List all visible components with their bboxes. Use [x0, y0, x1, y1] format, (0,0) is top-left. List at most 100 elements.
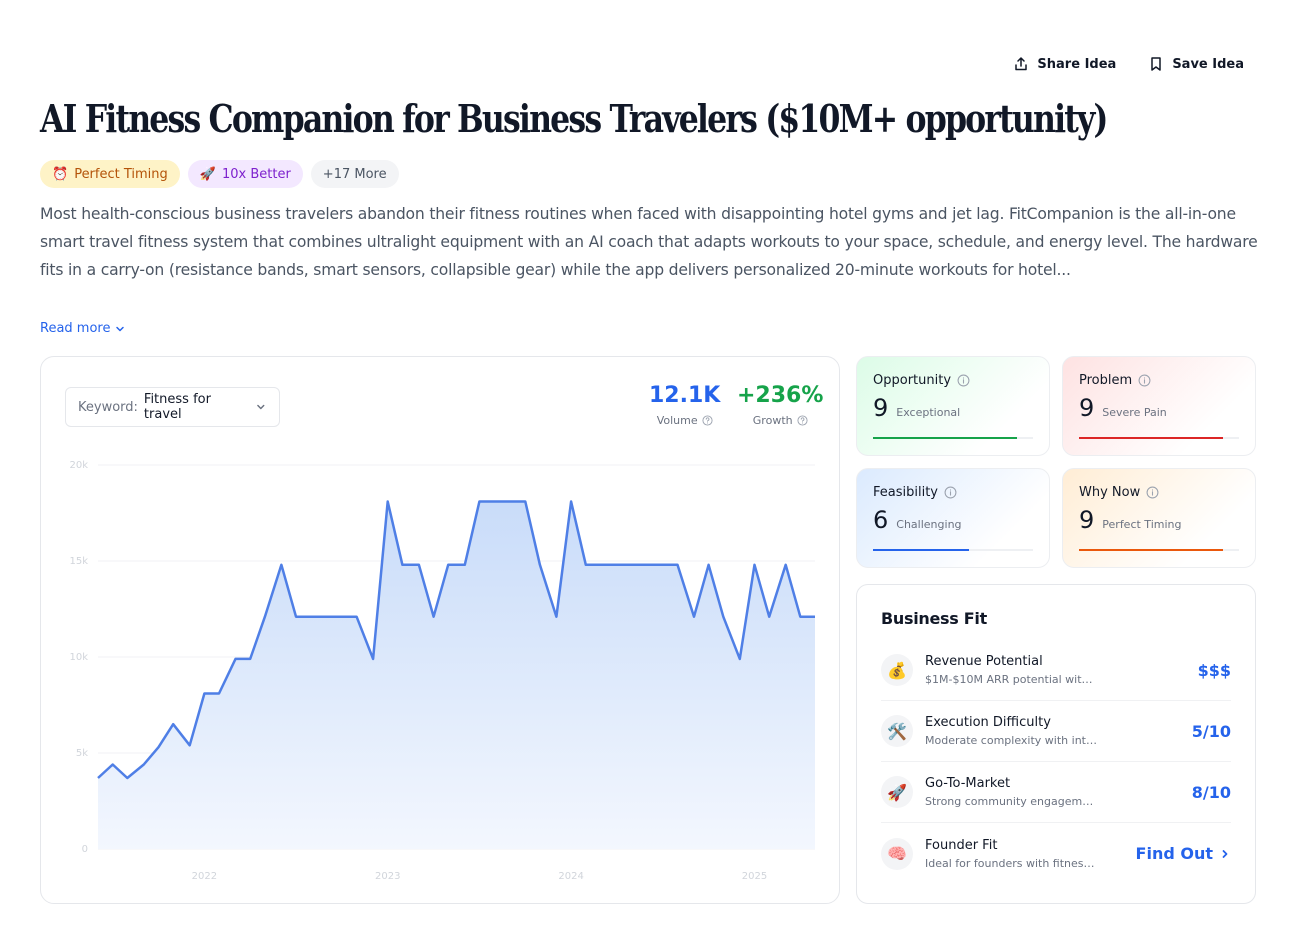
revenue-potential-sub: $1M-$10M ARR potential with premium hard… [925, 673, 1097, 686]
badge-10x-better: 🚀 10x Better [187, 160, 303, 188]
problem-bar [1079, 437, 1239, 439]
feasibility-label-row: Feasibility [873, 485, 1033, 500]
revenue-potential-value: $$$ [1197, 660, 1231, 680]
problem-label-row: Problem [1079, 373, 1239, 388]
info-icon[interactable] [957, 374, 970, 387]
badge-label: 10x Better [221, 166, 291, 182]
help-icon[interactable] [702, 415, 713, 426]
share-icon [1015, 57, 1028, 71]
volume-label: Volume [656, 414, 698, 427]
top-actions: Share Idea Save Idea [1013, 56, 1244, 72]
growth-label-row: Growth [737, 414, 823, 427]
chevron-down-icon [116, 326, 125, 331]
more-badges-button[interactable]: +17 More [310, 160, 399, 188]
revenue-potential-name: Revenue Potential [925, 654, 1043, 669]
keyword-label: Keyword: [78, 399, 138, 415]
badge-perfect-timing: ⏰ Perfect Timing [40, 160, 180, 188]
bookmark-icon [1151, 57, 1162, 71]
problem-card: Problem 9 Severe Pain [1062, 356, 1256, 456]
help-icon[interactable] [797, 415, 808, 426]
go-to-market-name: Go-To-Market [925, 776, 1011, 791]
opportunity-label-row: Opportunity [873, 373, 1033, 388]
idea-description: Most health-conscious business travelers… [40, 205, 1258, 279]
founder-fit-row[interactable]: 🧠 Founder Fit Ideal for founders with fi… [881, 823, 1231, 884]
feasibility-score: 6 [873, 506, 889, 534]
y-tick-label: 15k [69, 556, 88, 567]
x-tick-label: 2022 [192, 871, 217, 882]
opportunity-bar-fill [873, 437, 1017, 439]
rocket-icon: 🚀 [199, 166, 216, 182]
money-bag-icon: 💰 [881, 654, 913, 686]
x-tick-label: 2025 [742, 871, 767, 882]
chevron-down-icon [257, 404, 265, 410]
x-tick-label: 2023 [375, 871, 400, 882]
why-now-bar [1079, 549, 1239, 551]
problem-sub: Severe Pain [1102, 406, 1167, 419]
find-out-label: Find Out [1135, 844, 1213, 863]
problem-score-row: 9 Severe Pain [1079, 394, 1239, 422]
chevron-right-icon [1222, 849, 1228, 858]
execution-difficulty-sub: Moderate complexity with integrated hard… [925, 734, 1097, 747]
share-idea-label: Share Idea [1037, 56, 1117, 72]
execution-difficulty-name: Execution Difficulty [925, 715, 1051, 730]
y-tick-label: 5k [76, 748, 88, 759]
revenue-potential-row[interactable]: 💰 Revenue Potential $1M-$10M ARR potenti… [881, 640, 1231, 701]
feasibility-sub: Challenging [896, 518, 962, 531]
info-icon[interactable] [944, 486, 957, 499]
page-title: AI Fitness Companion for Business Travel… [40, 96, 1108, 141]
volume-label-row: Volume [649, 414, 720, 427]
why-now-label-row: Why Now [1079, 485, 1239, 500]
opportunity-bar [873, 437, 1033, 439]
growth-stat: +236% Growth [737, 383, 823, 427]
info-icon[interactable] [1138, 374, 1151, 387]
go-to-market-row[interactable]: 🚀 Go-To-Market Strong community engageme… [881, 762, 1231, 823]
opportunity-card: Opportunity 9 Exceptional [856, 356, 1050, 456]
go-to-market-value: 8/10 [1191, 782, 1231, 802]
y-tick-label: 20k [69, 460, 88, 471]
founder-fit-text: Founder Fit Ideal for founders with fitn… [925, 838, 1136, 870]
share-idea-button[interactable]: Share Idea [1013, 56, 1116, 72]
business-fit-list: 💰 Revenue Potential $1M-$10M ARR potenti… [881, 640, 1231, 884]
why-now-score-row: 9 Perfect Timing [1079, 506, 1239, 534]
revenue-potential-text: Revenue Potential $1M-$10M ARR potential… [925, 654, 1198, 686]
why-now-sub: Perfect Timing [1102, 518, 1182, 531]
y-tick-label: 0 [82, 844, 88, 855]
find-out-link[interactable]: Find Out [1136, 844, 1231, 863]
growth-label: Growth [752, 414, 793, 427]
feasibility-score-row: 6 Challenging [873, 506, 1033, 534]
problem-bar-fill [1079, 437, 1223, 439]
why-now-bar-fill [1079, 549, 1223, 551]
go-to-market-sub: Strong community engagement among freque… [925, 795, 1097, 808]
y-tick-label: 10k [69, 652, 88, 663]
execution-difficulty-value: 5/10 [1191, 721, 1231, 741]
why-now-card: Why Now 9 Perfect Timing [1062, 468, 1256, 568]
series-line [97, 500, 815, 780]
info-icon[interactable] [1146, 486, 1159, 499]
keyword-select[interactable]: Keyword: Fitness for travel [65, 387, 280, 427]
go-to-market-text: Go-To-Market Strong community engagement… [925, 776, 1192, 808]
volume-stat: 12.1K Volume [649, 383, 720, 427]
series-area [98, 501, 815, 849]
trend-chart: 0 5k 10k 15k 20k 2022 2023 2024 2025 [69, 460, 815, 882]
execution-difficulty-row[interactable]: 🛠️ Execution Difficulty Moderate complex… [881, 701, 1231, 762]
tools-icon: 🛠️ [881, 715, 913, 747]
why-now-score: 9 [1079, 506, 1095, 534]
problem-label: Problem [1079, 373, 1133, 388]
keyword-value: Fitness for travel [143, 392, 211, 422]
badge-label: +17 More [322, 166, 387, 182]
feasibility-bar-fill [873, 549, 969, 551]
opportunity-label: Opportunity [873, 373, 952, 388]
badge-list: ⏰ Perfect Timing 🚀 10x Better +17 More [40, 160, 399, 188]
opportunity-score: 9 [873, 394, 889, 422]
volume-value: 12.1K [649, 383, 721, 408]
business-fit-title: Business Fit [881, 609, 987, 628]
save-idea-button[interactable]: Save Idea [1148, 56, 1244, 72]
save-idea-label: Save Idea [1172, 56, 1244, 72]
feasibility-bar [873, 549, 1033, 551]
founder-fit-sub: Ideal for founders with fitness and hard… [925, 856, 1097, 870]
founder-fit-name: Founder Fit [925, 837, 998, 853]
x-tick-label: 2024 [558, 871, 583, 882]
opportunity-score-row: 9 Exceptional [873, 394, 1033, 422]
opportunity-sub: Exceptional [896, 406, 961, 419]
read-more-link[interactable]: Read more [40, 321, 126, 336]
